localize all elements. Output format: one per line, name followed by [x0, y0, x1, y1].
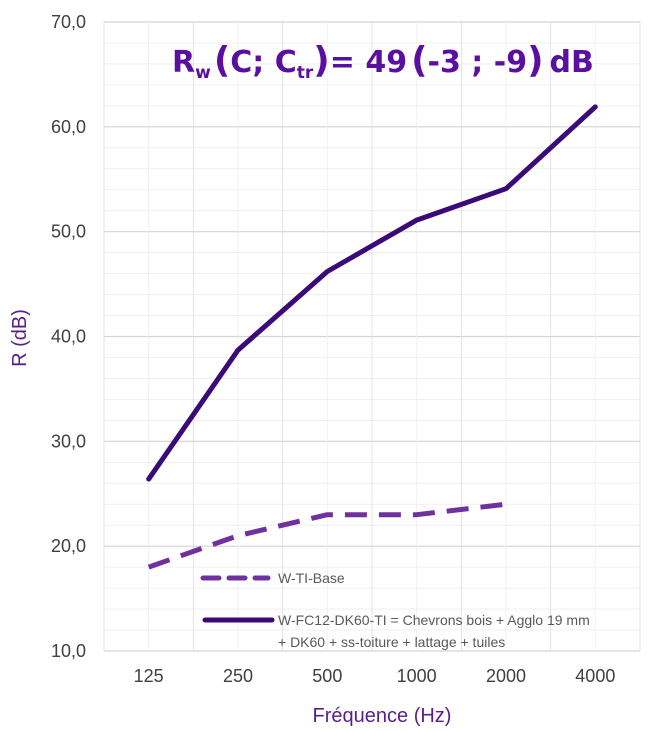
rw-tr-subscript: tr: [297, 63, 314, 83]
y-tick-label: 70,0: [51, 12, 86, 32]
x-tick-label: 500: [312, 666, 342, 686]
rw-open-paren: (: [214, 40, 230, 81]
gridlines: [103, 21, 641, 652]
y-tick-label: 20,0: [51, 536, 86, 556]
y-tick-labels: 10,0 20,0 30,0 40,0 50,0 60,0 70,0: [51, 12, 86, 661]
series-line-w-fc12-dk60-ti: [146, 104, 598, 482]
rw-subscript: w: [195, 63, 211, 83]
y-tick-label: 50,0: [51, 222, 86, 242]
x-tick-labels: 125 250 500 1000 2000 4000: [134, 666, 616, 686]
legend-label-w-fc12-line1: W-FC12-DK60-TI = Chevrons bois + Agglo 1…: [278, 612, 590, 628]
legend-label-w-fc12-line2: + DK60 + ss-toiture + lattage + tuiles: [278, 634, 505, 650]
y-axis-title: R (dB): [9, 309, 31, 367]
series-line-w-ti-base: [147, 501, 507, 570]
x-tick-label: 125: [134, 666, 164, 686]
series-lines: [146, 104, 598, 570]
rw-value: = 49: [330, 45, 407, 80]
x-tick-label: 1000: [397, 666, 437, 686]
rw-c-terms: C; C: [230, 45, 296, 80]
rw-annotation: Rw(C; Ctr)= 49 (-3 ; -9) dB: [172, 40, 594, 83]
legend: W-TI-Base W-FC12-DK60-TI = Chevrons bois…: [200, 570, 590, 650]
x-tick-label: 250: [223, 666, 253, 686]
x-tick-label: 4000: [575, 666, 615, 686]
rw-r: R: [172, 45, 195, 80]
rw-open-paren-2: (: [411, 40, 427, 81]
rw-adaptation-terms: -3 ; -9: [428, 45, 528, 80]
y-tick-label: 60,0: [51, 117, 86, 137]
y-tick-label: 30,0: [51, 431, 86, 451]
x-tick-label: 2000: [486, 666, 526, 686]
rw-unit: dB: [550, 45, 594, 80]
legend-label-w-ti-base: W-TI-Base: [278, 570, 345, 586]
rw-close-paren: ): [313, 40, 329, 81]
y-tick-label: 40,0: [51, 327, 86, 347]
x-axis-title: Fréquence (Hz): [313, 705, 452, 727]
y-tick-label: 10,0: [51, 641, 86, 661]
rw-close-paren-2: ): [527, 40, 543, 81]
